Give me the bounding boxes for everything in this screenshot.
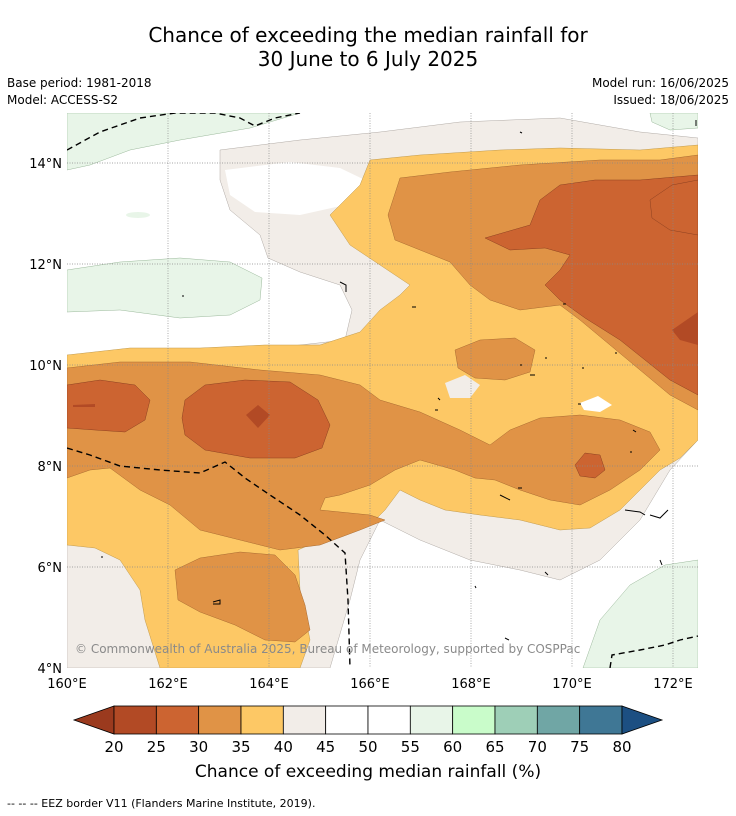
- colorbar-tick-label: 75: [570, 738, 589, 756]
- colorbar-swatch: [536, 705, 581, 735]
- chart-title-line1: Chance of exceeding the median rainfall …: [148, 23, 588, 47]
- band-55-60-west: [67, 257, 263, 319]
- y-tick-label: 8°N: [38, 460, 63, 475]
- colorbar-arrow-high: [621, 705, 664, 735]
- colorbar-title: Chance of exceeding median rainfall (%): [194, 762, 542, 782]
- band-20-25-central: [246, 405, 270, 428]
- colorbar-tick-label: 80: [612, 738, 631, 756]
- colorbar-swatch: [240, 705, 284, 735]
- colorbar-tick-label: 45: [316, 738, 335, 756]
- colorbar-tick-label: 70: [528, 738, 547, 756]
- colorbar-swatch: [452, 705, 496, 735]
- band-30-35-south: [174, 551, 311, 643]
- y-tick-label: 6°N: [38, 561, 63, 576]
- band-25-30-north: [484, 174, 698, 396]
- x-tick-label: 172°E: [653, 677, 693, 692]
- chart-title-line2: 30 June to 6 July 2025: [257, 47, 479, 71]
- issued-date: Issued: 18/06/2025: [613, 93, 729, 107]
- colorbar-swatch: [282, 705, 327, 735]
- band-25-30-ne-inner: [649, 179, 698, 236]
- colorbar-swatch: [494, 705, 538, 735]
- band-45-55-hole-south: [580, 396, 612, 412]
- band-25-30-east: [574, 452, 606, 479]
- colorbar-swatch: [579, 705, 623, 735]
- x-tick-label: 162°E: [148, 677, 188, 692]
- colorbar-swatch: [155, 705, 200, 735]
- y-tick-label: 12°N: [29, 258, 62, 273]
- band-30-35-blob: [454, 337, 536, 381]
- x-tick-label: 160°E: [47, 677, 87, 692]
- colorbar-swatch: [367, 705, 411, 735]
- band-20-25-west: [73, 404, 95, 407]
- colorbar-tick-label: 60: [443, 738, 462, 756]
- colorbar-tick-label: 30: [189, 738, 208, 756]
- graticule: [67, 113, 698, 668]
- x-tick-label: 164°E: [249, 677, 289, 692]
- x-tick-label: 168°E: [451, 677, 491, 692]
- colorbar-swatch: [325, 705, 369, 735]
- colorbar-tick-label: 50: [358, 738, 377, 756]
- eez-border: [67, 113, 698, 668]
- colorbar-swatch: [113, 705, 157, 735]
- copyright-notice: © Commonwealth of Australia 2025, Bureau…: [75, 642, 581, 656]
- y-tick-label: 4°N: [38, 662, 63, 677]
- x-tick-label: 166°E: [350, 677, 390, 692]
- band-20-25-east: [672, 312, 698, 345]
- island-marks: [101, 120, 697, 641]
- band-40-45-white-hole: [225, 162, 365, 215]
- eez-footnote: -- -- -- EEZ border V11 (Flanders Marine…: [7, 797, 316, 810]
- map-field: [67, 113, 698, 668]
- model-name: Model: ACCESS-S2: [7, 93, 119, 107]
- colorbar-tick-label: 20: [104, 738, 123, 756]
- colorbar-tick-label: 55: [401, 738, 420, 756]
- base-period: Base period: 1981-2018: [7, 76, 152, 90]
- colorbar-tick-label: 65: [485, 738, 504, 756]
- colorbar-tick-label: 40: [274, 738, 293, 756]
- colorbar-tick-label: 25: [147, 738, 166, 756]
- y-tick-label: 14°N: [29, 157, 62, 172]
- colorbar: 20 25 30 35 40 45 50 55 60 65 70 75 80: [72, 705, 664, 756]
- band-55-60-ne: [649, 113, 698, 131]
- model-run: Model run: 16/06/2025: [591, 76, 729, 90]
- band-25-30-west: [67, 379, 151, 433]
- band-55-60-blob: [126, 212, 150, 218]
- y-axis: 14°N 12°N 10°N 8°N 6°N 4°N: [29, 157, 62, 677]
- x-tick-label: 170°E: [552, 677, 592, 692]
- band-55-60-nw: [67, 113, 301, 171]
- colorbar-swatch: [409, 705, 454, 735]
- x-axis: 160°E 162°E 164°E 166°E 168°E 170°E 172°…: [47, 677, 693, 692]
- y-tick-label: 10°N: [29, 359, 62, 374]
- colorbar-swatch: [198, 705, 242, 735]
- band-55-60-se: [582, 559, 698, 668]
- colorbar-tick-label: 35: [231, 738, 250, 756]
- colorbar-arrow-low: [72, 705, 115, 735]
